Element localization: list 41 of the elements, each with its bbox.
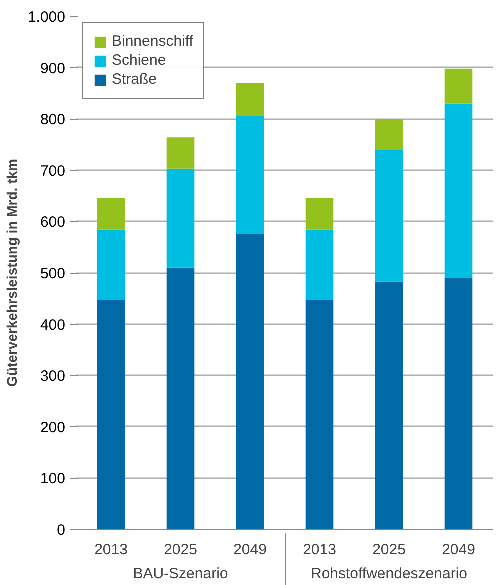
bar: [444, 104, 473, 278]
bar: [444, 278, 473, 530]
x-tick-label: 2025: [164, 542, 198, 558]
y-tick-label: 200: [40, 419, 66, 436]
legend-label: Binnenschiff: [112, 33, 194, 50]
bar: [444, 68, 473, 104]
bar: [306, 198, 334, 230]
bar: [97, 230, 126, 300]
bar: [375, 150, 404, 282]
y-axis-title: Güterverkehrsleistung in Mrd. tkm: [4, 159, 20, 387]
bar: [166, 268, 195, 530]
bar: [236, 234, 264, 530]
bar: [306, 300, 334, 530]
x-tick-label: 2025: [372, 542, 406, 558]
bar: [306, 230, 334, 300]
y-tick-label: 700: [40, 162, 66, 180]
y-tick-label: 900: [40, 60, 66, 78]
y-tick-label: 100: [40, 470, 66, 488]
bar: [166, 138, 195, 169]
y-tick-label: 1.000: [28, 9, 66, 26]
y-tick-label: 0: [57, 522, 66, 539]
bar: [375, 119, 404, 150]
bar: [97, 198, 126, 230]
y-tick-label: 600: [40, 214, 66, 232]
x-tick-label: 2013: [94, 542, 128, 558]
x-tick-label: 2013: [303, 542, 336, 558]
legend-label: Schiene: [112, 52, 166, 69]
text: BAU-Szenario: [133, 566, 228, 582]
bar: [375, 282, 404, 530]
x-tick-label: 2049: [442, 542, 476, 558]
y-tick-label: 500: [40, 266, 66, 282]
legend-label: Straße: [112, 71, 158, 88]
y-tick-label: 800: [40, 112, 66, 129]
text: Rohstoffwendeszenario: [311, 566, 468, 582]
x-tick-label: 2049: [234, 542, 267, 558]
bar: [166, 168, 195, 268]
y-tick-label: 400: [40, 316, 66, 334]
y-tick-label: 300: [40, 368, 66, 386]
bar: [236, 116, 264, 234]
bar: [97, 300, 126, 530]
bar: [236, 83, 264, 116]
